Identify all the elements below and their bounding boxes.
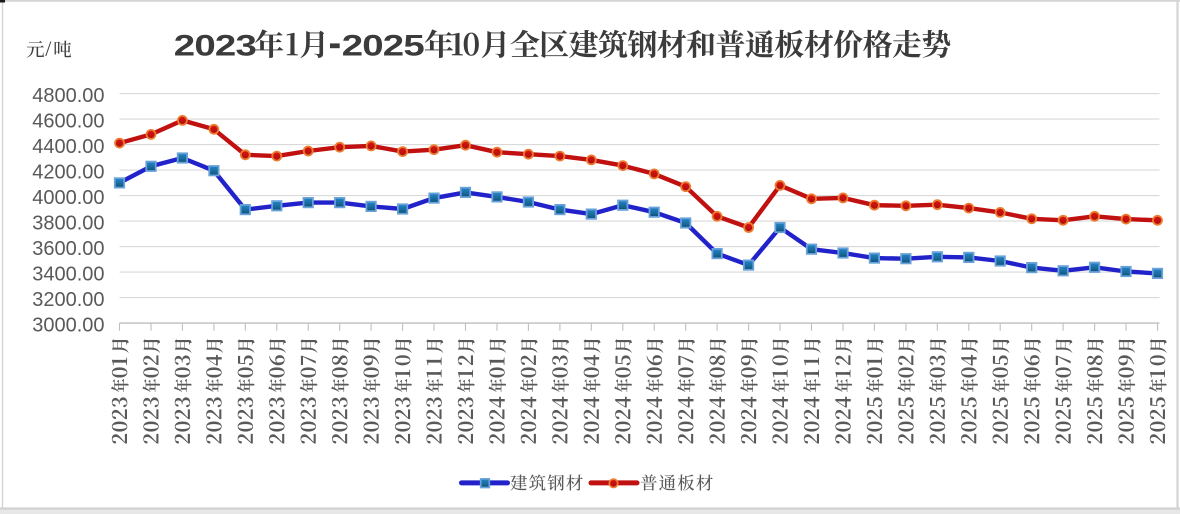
svg-text:3400.00: 3400.00 bbox=[32, 263, 104, 285]
svg-text:0: 0 bbox=[362, 29, 383, 62]
svg-text:4800.00: 4800.00 bbox=[32, 85, 104, 107]
svg-text:2: 2 bbox=[342, 29, 363, 62]
svg-text:3000.00: 3000.00 bbox=[32, 314, 104, 336]
svg-text:2: 2 bbox=[383, 29, 404, 62]
svg-text:5: 5 bbox=[403, 29, 424, 62]
svg-text:4200.00: 4200.00 bbox=[32, 161, 104, 183]
svg-text:4400.00: 4400.00 bbox=[32, 136, 104, 158]
svg-text:2: 2 bbox=[174, 29, 195, 62]
svg-text:0: 0 bbox=[194, 29, 215, 62]
svg-text:4000.00: 4000.00 bbox=[32, 187, 104, 209]
svg-text:/: / bbox=[45, 36, 52, 61]
svg-text:4600.00: 4600.00 bbox=[32, 110, 104, 132]
svg-text:2: 2 bbox=[215, 29, 236, 62]
svg-text:3600.00: 3600.00 bbox=[32, 238, 104, 260]
svg-text:3800.00: 3800.00 bbox=[32, 212, 104, 234]
svg-text:3200.00: 3200.00 bbox=[32, 289, 104, 311]
svg-text:3: 3 bbox=[235, 29, 256, 62]
